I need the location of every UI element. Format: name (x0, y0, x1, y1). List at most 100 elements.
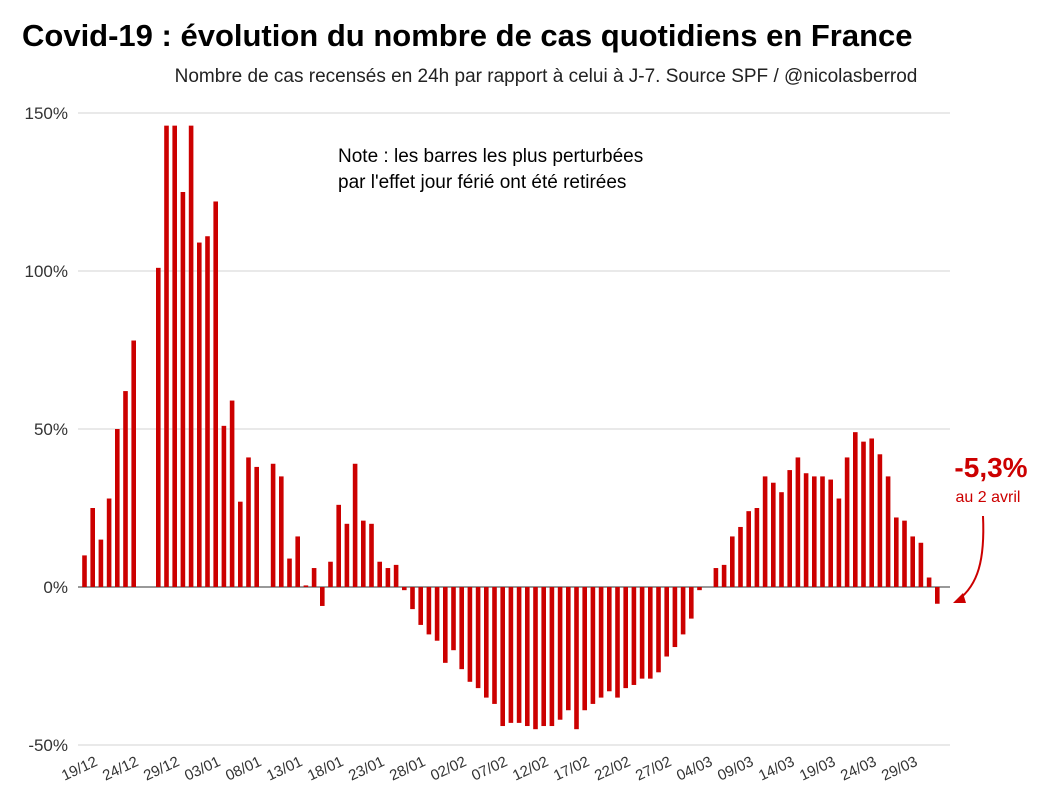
bar (664, 587, 669, 657)
bar (738, 526, 743, 587)
x-tick-label: 27/02 (633, 753, 674, 784)
bar (131, 340, 136, 587)
bar (844, 457, 850, 587)
x-tick-label: 19/12 (59, 753, 100, 784)
annotation-value: -5,3% (954, 452, 1027, 483)
bar (475, 587, 481, 689)
bar (451, 587, 456, 651)
chart-subtitle: Nombre de cas recensés en 24h par rappor… (175, 66, 918, 87)
bar (590, 587, 596, 704)
bar (689, 587, 694, 619)
bar (541, 587, 546, 727)
bar (566, 587, 571, 711)
bar (221, 425, 227, 587)
bar (648, 587, 653, 679)
bar (910, 536, 915, 587)
bar (369, 523, 374, 587)
bar (820, 476, 825, 587)
bar (385, 568, 391, 587)
bar (607, 587, 612, 692)
y-tick-label: -50% (28, 736, 68, 755)
bar (197, 242, 202, 587)
x-tick-label: 17/02 (551, 753, 592, 784)
bar (279, 476, 284, 587)
y-tick-label: 150% (25, 104, 68, 123)
bar (377, 561, 382, 587)
bar (393, 564, 399, 587)
bar (352, 463, 358, 587)
bar (615, 587, 620, 698)
bar (771, 482, 776, 587)
note-line-1: Note : les barres les plus perturbées (338, 146, 643, 167)
bar (787, 470, 792, 587)
x-tick-label: 04/03 (674, 753, 715, 784)
bar-series (82, 125, 940, 730)
bar (795, 457, 801, 587)
bar (730, 536, 735, 587)
bar (680, 587, 686, 635)
bar (311, 568, 317, 587)
bar (754, 508, 760, 587)
bar (746, 511, 751, 587)
x-tick-label: 19/03 (797, 753, 838, 784)
bar (533, 587, 538, 730)
y-axis-ticks: 150% 100% 50% 0% -50% (25, 104, 68, 755)
x-tick-label: 22/02 (592, 753, 633, 784)
bar (803, 473, 809, 587)
bar (672, 587, 678, 648)
bar (467, 587, 473, 682)
annotation-arrowhead (953, 593, 966, 603)
bar (713, 568, 719, 587)
bar (508, 587, 514, 723)
bar (918, 542, 924, 587)
bar (172, 125, 177, 587)
bar (156, 267, 161, 587)
bar (902, 520, 907, 587)
bar (434, 587, 440, 641)
bar (582, 587, 587, 711)
y-tick-label: 100% (25, 262, 68, 281)
x-tick-label: 08/01 (223, 753, 264, 784)
annotation-arrow (957, 515, 985, 601)
bar (574, 587, 579, 730)
x-tick-label: 03/01 (182, 753, 223, 784)
x-tick-label: 13/01 (264, 753, 305, 784)
bar (361, 520, 366, 587)
bar (287, 558, 292, 587)
bar (328, 561, 333, 587)
bar (877, 454, 883, 587)
bar (90, 508, 95, 587)
bar (320, 587, 325, 606)
bar (935, 587, 940, 604)
bar (639, 587, 645, 679)
bar (697, 587, 702, 591)
x-tick-label: 23/01 (346, 753, 387, 784)
bar (492, 587, 497, 704)
bar (246, 457, 251, 587)
x-tick-label: 09/03 (715, 753, 756, 784)
bar (557, 587, 563, 720)
x-tick-label: 18/01 (305, 753, 346, 784)
bar (894, 517, 899, 587)
bar (402, 587, 407, 591)
bar (303, 585, 309, 587)
y-tick-label: 0% (43, 578, 68, 597)
bar (779, 492, 784, 587)
note-line-2: par l'effet jour férié ont été retirées (338, 172, 626, 193)
bar (500, 587, 505, 727)
bar (344, 523, 350, 587)
bar (525, 587, 530, 727)
bar (885, 476, 891, 587)
bar (426, 587, 432, 635)
bar (188, 125, 194, 587)
y-tick-label: 50% (34, 420, 68, 439)
bar (631, 587, 637, 685)
x-tick-label: 12/02 (510, 753, 551, 784)
bar (336, 504, 341, 587)
bar (164, 125, 169, 587)
bar (82, 555, 87, 587)
x-tick-label: 02/02 (428, 753, 469, 784)
bar (270, 463, 276, 587)
bar (861, 441, 866, 587)
